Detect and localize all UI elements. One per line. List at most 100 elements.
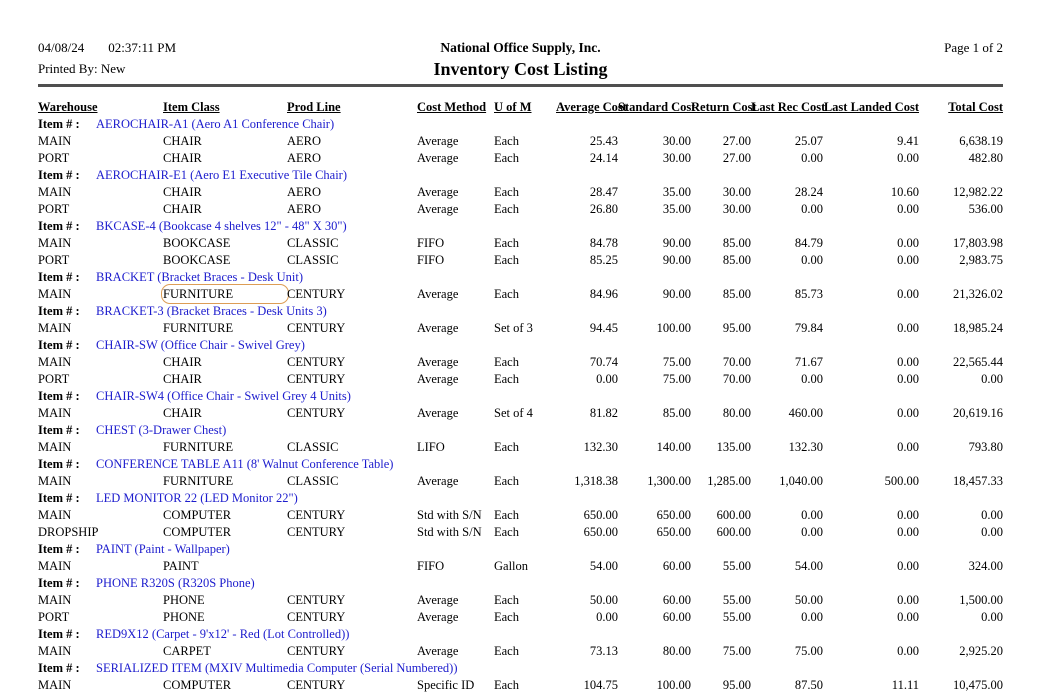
warehouse-data-row: MAIN FURNITURE CLASSIC LIFO Each 132.30 140.00… (38, 439, 1003, 456)
cell-last-landed-cost: 0.00 (897, 644, 919, 658)
cell-cost-method: Average (417, 593, 459, 607)
item-number-label: Item # : (38, 117, 80, 131)
item-description-link[interactable]: AEROCHAIR-A1 (Aero A1 Conference Chair) (96, 117, 335, 131)
cell-uom: Each (494, 440, 519, 454)
cell-uom: Each (494, 253, 519, 267)
cell-item-class: FURNITURE (163, 321, 234, 335)
cell-warehouse: MAIN (38, 440, 72, 454)
item-header-row: Item # : AEROCHAIR-E1 (Aero E1 Executive … (38, 167, 1003, 184)
cell-prod-line: CLASSIC (287, 440, 339, 454)
cell-item-class: PHONE (163, 593, 205, 607)
item-number-label: Item # : (38, 168, 80, 182)
cell-item-class: FURNITURE (161, 284, 289, 304)
cell-cost-method: Std with S/N (417, 525, 482, 539)
cell-warehouse: MAIN (38, 236, 72, 250)
item-description-link[interactable]: PHONE R320S (R320S Phone) (96, 576, 255, 590)
cell-item-class: COMPUTER (163, 678, 232, 692)
cell-prod-line: CENTURY (287, 372, 346, 386)
cell-return-cost: 80.00 (722, 406, 751, 420)
cell-standard-cost: 85.00 (662, 406, 691, 420)
item-description-link[interactable]: CONFERENCE TABLE A11 (8' Walnut Conferen… (96, 457, 394, 471)
cell-prod-line: CENTURY (287, 610, 346, 624)
item-number-label: Item # : (38, 270, 80, 284)
cell-last-rec-cost: 71.67 (794, 355, 823, 369)
cell-last-rec-cost: 84.79 (794, 236, 823, 250)
cell-cost-method: Average (417, 610, 459, 624)
col-u-of-m: U of M (494, 100, 532, 114)
printed-by: Printed By: New (38, 61, 126, 76)
cell-warehouse: MAIN (38, 355, 72, 369)
warehouse-data-row: MAIN CHAIR CENTURY Average Each 70.74 75.00 70.… (38, 354, 1003, 371)
item-description-link[interactable]: BRACKET-3 (Bracket Braces - Desk Units 3… (96, 304, 327, 318)
item-description-link[interactable]: RED9X12 (Carpet - 9'x12' - Red (Lot Cont… (96, 627, 350, 641)
cell-average-cost: 28.47 (589, 185, 618, 199)
item-number-label: Item # : (38, 389, 80, 403)
cell-average-cost: 50.00 (589, 593, 618, 607)
cell-prod-line: CENTURY (287, 593, 346, 607)
cell-last-rec-cost: 75.00 (794, 644, 823, 658)
cell-last-rec-cost: 50.00 (794, 593, 823, 607)
col-last-landed-cost: Last Landed Cost (823, 100, 919, 114)
cell-total-cost: 18,985.24 (953, 321, 1003, 335)
inventory-table: Warehouse Item Class Prod Line Cost Meth… (38, 99, 1003, 694)
cell-last-rec-cost: 460.00 (788, 406, 823, 420)
cell-prod-line: CENTURY (287, 508, 346, 522)
cell-standard-cost: 60.00 (662, 610, 691, 624)
company-name: National Office Supply, Inc. (440, 40, 601, 55)
cell-standard-cost: 140.00 (656, 440, 691, 454)
item-header-row: Item # : CHAIR-SW (Office Chair - Swivel … (38, 337, 1003, 354)
item-description-link[interactable]: AEROCHAIR-E1 (Aero E1 Executive Tile Cha… (96, 168, 348, 182)
cell-standard-cost: 35.00 (662, 202, 691, 216)
item-description-link[interactable]: CHAIR-SW4 (Office Chair - Swivel Grey 4 … (96, 389, 351, 403)
cell-return-cost: 55.00 (722, 559, 751, 573)
cell-return-cost: 30.00 (722, 185, 751, 199)
cell-cost-method: Std with S/N (417, 508, 482, 522)
item-number-label: Item # : (38, 304, 80, 318)
cell-average-cost: 70.74 (589, 355, 618, 369)
cell-return-cost: 55.00 (722, 610, 751, 624)
item-description-link[interactable]: BRACKET (Bracket Braces - Desk Unit) (96, 270, 304, 284)
cell-total-cost: 482.80 (968, 151, 1003, 165)
cell-standard-cost: 90.00 (662, 287, 691, 301)
cell-average-cost: 54.00 (589, 559, 618, 573)
cell-warehouse: PORT (38, 253, 70, 267)
report-time: 02:37:11 PM (108, 40, 177, 55)
cell-standard-cost: 90.00 (662, 253, 691, 267)
item-header-row: Item # : CHAIR-SW4 (Office Chair - Swivel… (38, 388, 1003, 405)
cell-total-cost: 2,925.20 (959, 644, 1003, 658)
item-description-link[interactable]: LED MONITOR 22 (LED Monitor 22") (96, 491, 298, 505)
cell-prod-line: CENTURY (287, 406, 346, 420)
warehouse-data-row: MAIN FURNITURE CENTURY Average Each 84.96 90.0… (38, 284, 1003, 304)
item-description-link[interactable]: BKCASE-4 (Bookcase 4 shelves 12" - 48" X… (96, 219, 347, 233)
cell-last-rec-cost: 0.00 (801, 202, 823, 216)
cell-total-cost: 10,475.00 (953, 678, 1003, 692)
cell-average-cost: 84.78 (589, 236, 618, 250)
cell-cost-method: Average (417, 474, 459, 488)
cell-last-landed-cost: 0.00 (897, 253, 919, 267)
cell-warehouse: MAIN (38, 678, 72, 692)
col-warehouse: Warehouse (38, 100, 98, 114)
cell-standard-cost: 90.00 (662, 236, 691, 250)
cell-standard-cost: 100.00 (656, 321, 691, 335)
item-description-link[interactable]: PAINT (Paint - Wallpaper) (96, 542, 230, 556)
cell-standard-cost: 60.00 (662, 593, 691, 607)
cell-last-landed-cost: 0.00 (897, 525, 919, 539)
item-description-link[interactable]: CHEST (3-Drawer Chest) (96, 423, 227, 437)
item-description-link[interactable]: SERIALIZED ITEM (MXIV Multimedia Compute… (96, 661, 458, 675)
cell-prod-line: CLASSIC (287, 253, 339, 267)
cell-total-cost: 0.00 (981, 525, 1003, 539)
cell-last-rec-cost: 87.50 (794, 678, 823, 692)
cell-item-class: PAINT (163, 559, 199, 573)
cell-return-cost: 600.00 (716, 508, 751, 522)
item-description-link[interactable]: CHAIR-SW (Office Chair - Swivel Grey) (96, 338, 305, 352)
cell-uom: Each (494, 355, 519, 369)
warehouse-data-row: MAIN PHONE CENTURY Average Each 50.00 60.00 55.… (38, 592, 1003, 609)
item-header-row: Item # : LED MONITOR 22 (LED Monitor 22") (38, 490, 1003, 507)
warehouse-data-row: MAIN COMPUTER CENTURY Std with S/N Each 650.0… (38, 507, 1003, 524)
cell-return-cost: 27.00 (722, 151, 751, 165)
warehouse-data-row: MAIN FURNITURE CENTURY Average Set of 3 94.45… (38, 320, 1003, 337)
cell-item-class: FURNITURE (163, 440, 234, 454)
cell-last-rec-cost: 132.30 (788, 440, 823, 454)
warehouse-data-row: MAIN FURNITURE CLASSIC Average Each 1,318.38 1… (38, 473, 1003, 490)
cell-item-class: CHAIR (163, 406, 202, 420)
